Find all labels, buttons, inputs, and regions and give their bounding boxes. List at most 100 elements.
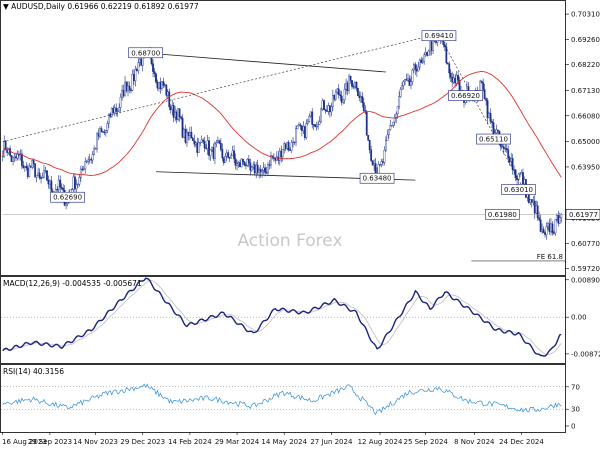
candle-body [227,152,230,158]
candle-body [539,219,542,232]
candle-body [88,159,91,161]
y-tick-label: 0.65000 [571,138,600,146]
candle-body [122,90,125,97]
candle-body [125,81,128,92]
candle-body [44,170,47,172]
candle-body [374,163,377,174]
candle-body [93,148,96,155]
candle-body [287,142,290,151]
candle-body [293,141,296,143]
candle-body [152,63,154,72]
candle-body [558,217,561,224]
candle-body [554,219,557,234]
candle-body [333,95,336,100]
candle-body [516,177,518,180]
candle-body [264,167,266,173]
candle-body [225,152,228,157]
candle-body [171,104,174,110]
candle-body [208,140,210,156]
candle-body [43,170,45,178]
candle-body [211,147,213,151]
candle-body [255,164,258,174]
candle-body [267,164,269,174]
candle-body [261,170,264,173]
x-tick-label: 24 Dec 2024 [499,438,544,446]
candle-body [165,84,168,96]
y-tick-label: 0.008901 [571,276,600,284]
candle-body [249,162,252,171]
candle-body [124,81,126,97]
candle-body [199,142,202,144]
candle-body [203,141,206,149]
candle-body [555,215,558,220]
ohlc-high: 0.62219 [100,2,132,11]
level-annotation-label: 0.69410 [424,32,453,40]
candle-body [334,91,337,100]
candle-body [280,150,283,158]
candle-body [258,169,261,173]
candle-body [527,193,530,203]
candle-body [311,111,314,125]
candle-body [309,111,312,117]
x-tick-label: 27 Jun 2024 [310,438,353,446]
candle-body [48,180,51,185]
candle-body [430,40,433,51]
candle-body [79,168,82,178]
candle-body [510,158,513,162]
candle-body [405,79,408,81]
level-annotation-box [501,184,536,195]
candle-body [550,223,552,232]
candle-body [188,132,191,136]
candle-body [81,168,84,171]
x-tick-label: 29 Mar 2024 [215,438,260,446]
candle-body [110,107,113,117]
candle-body [417,66,420,72]
collapse-triangle-icon[interactable]: ▼ [3,2,9,11]
candle-body [102,131,104,133]
candle-body [547,223,549,228]
candle-body [407,78,409,81]
level-annotation-label: 0.68700 [131,49,160,57]
y-tick-label: 0.00 [571,314,587,322]
candle-body [130,89,132,91]
watermark: Action Forex [237,231,342,251]
candle-body [26,167,29,177]
symbol-label: AUDUSD,Daily [11,2,65,11]
candle-body [432,39,434,51]
candle-body [134,69,137,82]
candle-body [523,179,526,185]
candle-body [489,113,492,122]
candle-body [321,100,324,110]
candle-body [268,164,271,166]
candle-body [41,177,44,179]
candle-body [250,166,253,171]
candle-body [22,165,25,168]
candle-body [522,172,524,185]
candle-body [485,98,488,101]
candle-body [85,161,88,163]
candle-body [354,82,356,87]
candle-body [224,156,227,163]
candle-body [551,223,554,233]
candle-body [544,232,546,235]
candle-body [230,155,233,159]
candle-body [398,96,401,107]
candle-body [560,214,563,219]
candle-body [186,131,188,143]
candle-body [256,164,259,173]
candle-body [65,203,68,206]
candle-body [345,82,348,90]
rsi-panel: 70 30 0 [0,364,580,433]
candle-body [373,163,376,166]
candle-body [74,176,76,190]
candle-body [168,91,171,108]
candle-body [94,148,97,150]
candle-body [209,149,212,156]
candle-body [370,149,373,161]
candle-body [115,107,118,112]
candle-body [4,140,7,151]
level-annotation-box [476,133,511,145]
candle-body [542,229,545,233]
channel-upper-line [142,52,386,73]
